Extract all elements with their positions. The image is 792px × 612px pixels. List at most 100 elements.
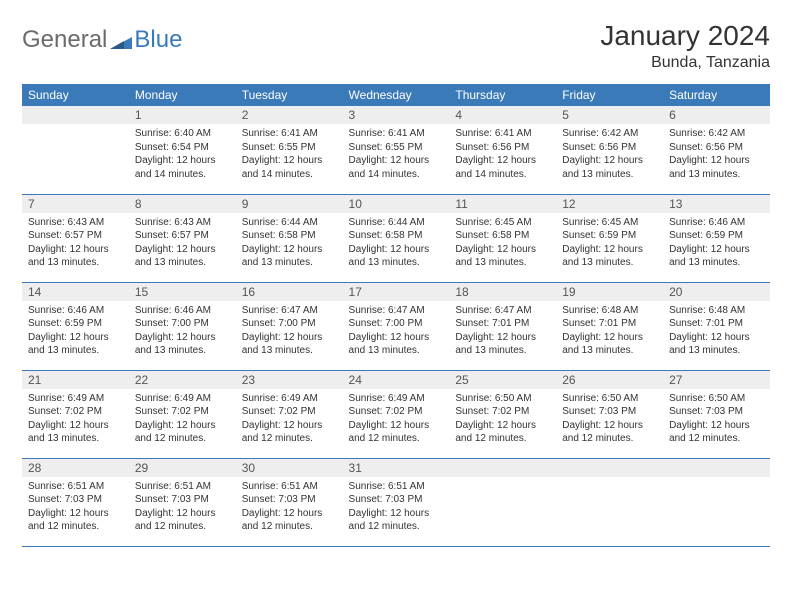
calendar-day-cell: 7Sunrise: 6:43 AMSunset: 6:57 PMDaylight…	[22, 194, 129, 282]
day-number: 31	[343, 459, 450, 477]
calendar-day-cell: 12Sunrise: 6:45 AMSunset: 6:59 PMDayligh…	[556, 194, 663, 282]
calendar-day-cell: 20Sunrise: 6:48 AMSunset: 7:01 PMDayligh…	[663, 282, 770, 370]
day-number-empty	[22, 106, 129, 124]
calendar-day-cell	[22, 106, 129, 194]
calendar-day-cell: 30Sunrise: 6:51 AMSunset: 7:03 PMDayligh…	[236, 458, 343, 546]
day-number-empty	[663, 459, 770, 477]
day-number: 6	[663, 106, 770, 124]
calendar-day-cell: 19Sunrise: 6:48 AMSunset: 7:01 PMDayligh…	[556, 282, 663, 370]
logo-text-general: General	[22, 26, 107, 54]
calendar-day-cell: 3Sunrise: 6:41 AMSunset: 6:55 PMDaylight…	[343, 106, 450, 194]
logo: General Blue	[22, 26, 182, 54]
day-content: Sunrise: 6:45 AMSunset: 6:59 PMDaylight:…	[556, 213, 663, 274]
day-content: Sunrise: 6:42 AMSunset: 6:56 PMDaylight:…	[556, 124, 663, 185]
day-content: Sunrise: 6:44 AMSunset: 6:58 PMDaylight:…	[236, 213, 343, 274]
calendar-day-cell: 31Sunrise: 6:51 AMSunset: 7:03 PMDayligh…	[343, 458, 450, 546]
calendar-day-cell: 21Sunrise: 6:49 AMSunset: 7:02 PMDayligh…	[22, 370, 129, 458]
day-number: 2	[236, 106, 343, 124]
day-content: Sunrise: 6:51 AMSunset: 7:03 PMDaylight:…	[22, 477, 129, 538]
day-content: Sunrise: 6:47 AMSunset: 7:01 PMDaylight:…	[449, 301, 556, 362]
day-content: Sunrise: 6:46 AMSunset: 7:00 PMDaylight:…	[129, 301, 236, 362]
day-number-empty	[556, 459, 663, 477]
day-content-empty	[663, 477, 770, 527]
day-number: 10	[343, 195, 450, 213]
day-number: 19	[556, 283, 663, 301]
calendar-table: SundayMondayTuesdayWednesdayThursdayFrid…	[22, 84, 770, 547]
day-content: Sunrise: 6:50 AMSunset: 7:03 PMDaylight:…	[556, 389, 663, 450]
day-content: Sunrise: 6:41 AMSunset: 6:56 PMDaylight:…	[449, 124, 556, 185]
page-subtitle: Bunda, Tanzania	[600, 54, 770, 72]
day-content: Sunrise: 6:51 AMSunset: 7:03 PMDaylight:…	[129, 477, 236, 538]
calendar-day-cell: 25Sunrise: 6:50 AMSunset: 7:02 PMDayligh…	[449, 370, 556, 458]
calendar-day-cell: 4Sunrise: 6:41 AMSunset: 6:56 PMDaylight…	[449, 106, 556, 194]
day-content: Sunrise: 6:42 AMSunset: 6:56 PMDaylight:…	[663, 124, 770, 185]
day-content-empty	[449, 477, 556, 527]
calendar-day-cell: 8Sunrise: 6:43 AMSunset: 6:57 PMDaylight…	[129, 194, 236, 282]
day-content: Sunrise: 6:43 AMSunset: 6:57 PMDaylight:…	[22, 213, 129, 274]
day-number: 13	[663, 195, 770, 213]
day-number: 29	[129, 459, 236, 477]
calendar-day-cell: 29Sunrise: 6:51 AMSunset: 7:03 PMDayligh…	[129, 458, 236, 546]
calendar-day-cell: 22Sunrise: 6:49 AMSunset: 7:02 PMDayligh…	[129, 370, 236, 458]
day-number: 22	[129, 371, 236, 389]
calendar-day-cell: 11Sunrise: 6:45 AMSunset: 6:58 PMDayligh…	[449, 194, 556, 282]
day-number: 14	[22, 283, 129, 301]
calendar-day-cell: 5Sunrise: 6:42 AMSunset: 6:56 PMDaylight…	[556, 106, 663, 194]
day-content: Sunrise: 6:51 AMSunset: 7:03 PMDaylight:…	[343, 477, 450, 538]
day-content: Sunrise: 6:49 AMSunset: 7:02 PMDaylight:…	[236, 389, 343, 450]
day-number: 15	[129, 283, 236, 301]
calendar-week-row: 21Sunrise: 6:49 AMSunset: 7:02 PMDayligh…	[22, 370, 770, 458]
calendar-day-cell: 2Sunrise: 6:41 AMSunset: 6:55 PMDaylight…	[236, 106, 343, 194]
day-content: Sunrise: 6:48 AMSunset: 7:01 PMDaylight:…	[556, 301, 663, 362]
day-number: 1	[129, 106, 236, 124]
day-number: 4	[449, 106, 556, 124]
logo-flag-icon	[110, 31, 132, 49]
day-content: Sunrise: 6:46 AMSunset: 6:59 PMDaylight:…	[663, 213, 770, 274]
calendar-day-cell: 13Sunrise: 6:46 AMSunset: 6:59 PMDayligh…	[663, 194, 770, 282]
day-number: 25	[449, 371, 556, 389]
day-content: Sunrise: 6:50 AMSunset: 7:03 PMDaylight:…	[663, 389, 770, 450]
day-content: Sunrise: 6:43 AMSunset: 6:57 PMDaylight:…	[129, 213, 236, 274]
day-content: Sunrise: 6:44 AMSunset: 6:58 PMDaylight:…	[343, 213, 450, 274]
calendar-day-cell	[449, 458, 556, 546]
day-number: 21	[22, 371, 129, 389]
title-block: January 2024 Bunda, Tanzania	[600, 20, 770, 72]
calendar-day-cell	[663, 458, 770, 546]
day-content: Sunrise: 6:47 AMSunset: 7:00 PMDaylight:…	[236, 301, 343, 362]
day-number: 17	[343, 283, 450, 301]
calendar-day-cell: 26Sunrise: 6:50 AMSunset: 7:03 PMDayligh…	[556, 370, 663, 458]
day-number: 11	[449, 195, 556, 213]
day-content: Sunrise: 6:41 AMSunset: 6:55 PMDaylight:…	[343, 124, 450, 185]
day-number: 9	[236, 195, 343, 213]
calendar-day-cell: 17Sunrise: 6:47 AMSunset: 7:00 PMDayligh…	[343, 282, 450, 370]
calendar-day-cell	[556, 458, 663, 546]
weekday-header: Thursday	[449, 84, 556, 106]
day-content-empty	[22, 124, 129, 174]
weekday-header: Monday	[129, 84, 236, 106]
calendar-day-cell: 15Sunrise: 6:46 AMSunset: 7:00 PMDayligh…	[129, 282, 236, 370]
header: General Blue January 2024 Bunda, Tanzani…	[22, 20, 770, 72]
day-content: Sunrise: 6:49 AMSunset: 7:02 PMDaylight:…	[129, 389, 236, 450]
day-number: 12	[556, 195, 663, 213]
calendar-day-cell: 9Sunrise: 6:44 AMSunset: 6:58 PMDaylight…	[236, 194, 343, 282]
day-number: 18	[449, 283, 556, 301]
calendar-week-row: 14Sunrise: 6:46 AMSunset: 6:59 PMDayligh…	[22, 282, 770, 370]
weekday-header: Friday	[556, 84, 663, 106]
calendar-body: 1Sunrise: 6:40 AMSunset: 6:54 PMDaylight…	[22, 106, 770, 546]
calendar-week-row: 1Sunrise: 6:40 AMSunset: 6:54 PMDaylight…	[22, 106, 770, 194]
day-content-empty	[556, 477, 663, 527]
calendar-day-cell: 1Sunrise: 6:40 AMSunset: 6:54 PMDaylight…	[129, 106, 236, 194]
day-content: Sunrise: 6:40 AMSunset: 6:54 PMDaylight:…	[129, 124, 236, 185]
day-content: Sunrise: 6:48 AMSunset: 7:01 PMDaylight:…	[663, 301, 770, 362]
weekday-header-row: SundayMondayTuesdayWednesdayThursdayFrid…	[22, 84, 770, 106]
calendar-day-cell: 28Sunrise: 6:51 AMSunset: 7:03 PMDayligh…	[22, 458, 129, 546]
day-number: 27	[663, 371, 770, 389]
calendar-day-cell: 23Sunrise: 6:49 AMSunset: 7:02 PMDayligh…	[236, 370, 343, 458]
calendar-day-cell: 27Sunrise: 6:50 AMSunset: 7:03 PMDayligh…	[663, 370, 770, 458]
day-number: 5	[556, 106, 663, 124]
day-content: Sunrise: 6:45 AMSunset: 6:58 PMDaylight:…	[449, 213, 556, 274]
day-number: 23	[236, 371, 343, 389]
calendar-week-row: 28Sunrise: 6:51 AMSunset: 7:03 PMDayligh…	[22, 458, 770, 546]
weekday-header: Wednesday	[343, 84, 450, 106]
day-number-empty	[449, 459, 556, 477]
